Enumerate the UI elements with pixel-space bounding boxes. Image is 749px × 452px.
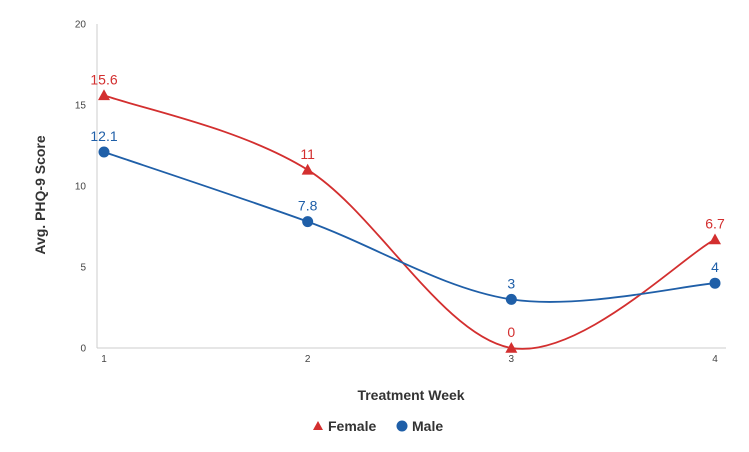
series-markers-female: 15.6 11 0 6.7 (90, 71, 725, 353)
x-axis-title: Treatment Week (357, 387, 464, 403)
legend-circle-icon (396, 420, 408, 432)
series-line-male (103, 151, 716, 303)
y-tick-label: 5 (80, 263, 86, 274)
y-tick-labels: 0 5 10 15 20 (75, 20, 87, 355)
data-label: 7.8 (298, 198, 318, 214)
data-label: 4 (711, 259, 719, 275)
y-tick-label: 15 (75, 101, 87, 112)
data-point-triangle (505, 342, 518, 353)
data-point-triangle (709, 233, 721, 245)
y-tick-label: 20 (75, 20, 87, 31)
x-tick-label: 4 (712, 354, 718, 365)
axes (96, 24, 726, 349)
legend-triangle-icon (313, 421, 323, 430)
x-tick-label: 2 (305, 354, 311, 365)
data-label: 15.6 (90, 71, 117, 87)
data-point-circle (98, 146, 110, 158)
data-point-triangle (301, 163, 314, 175)
legend-label: Female (328, 418, 376, 434)
series-male (103, 151, 716, 303)
data-label: 12.1 (90, 128, 117, 144)
legend: Female Male (313, 418, 443, 434)
data-point-circle (302, 216, 314, 228)
plot-area: 15.6 11 0 6.7 12.1 7.8 3 4 (90, 71, 725, 353)
legend-label: Male (412, 418, 443, 434)
y-tick-label: 10 (75, 182, 87, 193)
data-label: 3 (507, 275, 515, 291)
data-label: 11 (300, 146, 315, 162)
series-markers-male: 12.1 7.8 3 4 (90, 128, 721, 305)
x-tick-labels: 1 2 3 4 (101, 354, 718, 365)
series-female (103, 94, 716, 350)
y-tick-label: 0 (80, 344, 86, 355)
data-point-triangle (98, 89, 110, 101)
series-line-female (103, 94, 716, 350)
x-tick-label: 3 (509, 354, 515, 365)
data-label: 6.7 (705, 215, 725, 231)
x-tick-label: 1 (101, 354, 107, 365)
data-point-circle (505, 293, 517, 305)
data-point-circle (709, 277, 721, 289)
data-label: 0 (507, 324, 515, 340)
y-axis-title: Avg. PHQ-9 Score (32, 135, 48, 255)
